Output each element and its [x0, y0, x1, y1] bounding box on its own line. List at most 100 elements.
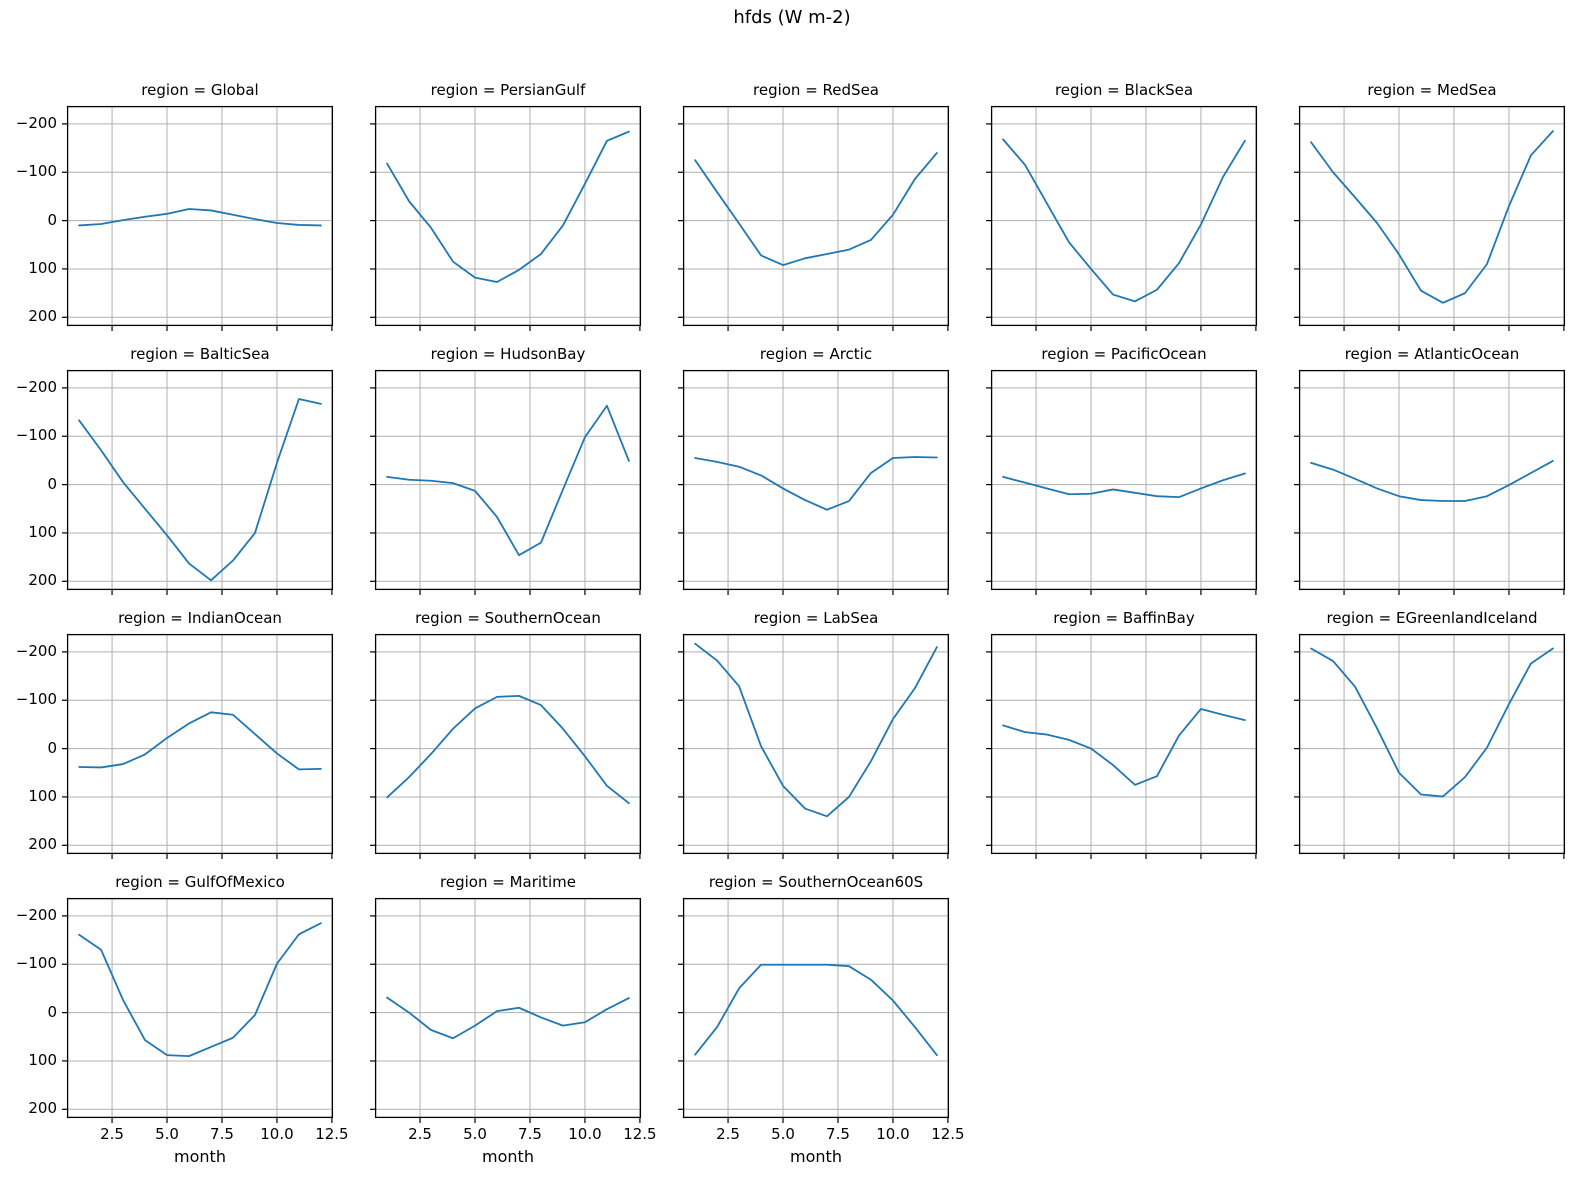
plot-border — [682, 897, 950, 1119]
plot-border — [682, 633, 950, 855]
data-line — [694, 642, 938, 818]
facet-title: region = Global — [141, 81, 259, 99]
y-tick-label: 100 — [28, 522, 57, 541]
data-line — [78, 711, 322, 771]
plot-border — [1298, 369, 1566, 591]
x-tick-label: 12.5 — [931, 1125, 965, 1143]
facet-title: region = IndianOcean — [118, 609, 282, 627]
x-tick-label: 10.0 — [260, 1125, 294, 1143]
facet-plot-RedSea — [678, 105, 950, 331]
plot-border — [66, 105, 334, 327]
facet-plot-PacificOcean — [986, 369, 1258, 595]
figure-title: hfds (W m-2) — [733, 7, 851, 28]
facet-plot-IndianOcean — [62, 633, 334, 859]
facet-title: region = GulfOfMexico — [115, 873, 285, 891]
plot-border — [990, 369, 1258, 591]
x-axis-label: month — [174, 1147, 226, 1166]
facet-plot-HudsonBay — [370, 369, 642, 595]
data-line — [694, 963, 938, 1057]
plot-border — [66, 633, 334, 855]
facet-title: region = BaffinBay — [1053, 609, 1195, 627]
y-tick-label: −200 — [15, 377, 57, 396]
facet-title: region = RedSea — [753, 81, 879, 99]
y-tick-label: 0 — [47, 738, 57, 757]
facet-plot-SouthernOcean — [370, 633, 642, 859]
facet-title: region = MedSea — [1367, 81, 1497, 99]
y-tick-label: 200 — [28, 307, 57, 326]
x-tick-label: 7.5 — [826, 1125, 850, 1143]
x-tick-label: 2.5 — [716, 1125, 740, 1143]
y-tick-label: 0 — [47, 1002, 57, 1021]
facet-plot-Arctic — [678, 369, 950, 595]
data-line — [386, 130, 630, 283]
x-tick-label: 7.5 — [210, 1125, 234, 1143]
facet-plot-LabSea — [678, 633, 950, 859]
facet-title: region = SouthernOcean — [415, 609, 601, 627]
plot-border — [374, 105, 642, 327]
y-tick-label: 100 — [28, 258, 57, 277]
y-tick-label: 0 — [47, 210, 57, 229]
x-tick-label: 7.5 — [518, 1125, 542, 1143]
plot-border — [1298, 105, 1566, 327]
plot-border — [374, 369, 642, 591]
facet-plot-BalticSea — [62, 369, 334, 595]
data-line — [78, 922, 322, 1058]
y-tick-label: −200 — [15, 113, 57, 132]
data-line — [694, 152, 938, 266]
data-line — [1310, 647, 1554, 798]
y-tick-label: −100 — [15, 690, 57, 709]
data-line — [386, 996, 630, 1040]
y-tick-label: 0 — [47, 474, 57, 493]
plot-border — [374, 633, 642, 855]
y-tick-label: 200 — [28, 1099, 57, 1118]
plot-border — [990, 633, 1258, 855]
facet-plot-AtlanticOcean — [1294, 369, 1566, 595]
facet-title: region = Maritime — [440, 873, 576, 891]
y-tick-label: 100 — [28, 1050, 57, 1069]
plot-border — [66, 369, 334, 591]
y-tick-label: −100 — [15, 426, 57, 445]
x-tick-label: 2.5 — [408, 1125, 432, 1143]
data-line — [78, 208, 322, 227]
facet-plot-Maritime — [370, 897, 642, 1123]
y-tick-label: 200 — [28, 571, 57, 590]
data-line — [694, 456, 938, 511]
y-tick-label: −200 — [15, 905, 57, 924]
y-tick-label: 100 — [28, 786, 57, 805]
facet-title: region = BalticSea — [130, 345, 270, 363]
facet-title: region = LabSea — [753, 609, 879, 627]
facet-plot-Global — [62, 105, 334, 331]
facet-title: region = Arctic — [759, 345, 873, 363]
plot-border — [990, 105, 1258, 327]
facet-title: region = PersianGulf — [430, 81, 586, 99]
data-line — [1002, 708, 1246, 786]
data-line — [1310, 130, 1554, 304]
facet-title: region = SouthernOcean60S — [708, 873, 924, 891]
y-tick-label: −100 — [15, 954, 57, 973]
plot-border — [682, 105, 950, 327]
data-line — [78, 398, 322, 582]
data-line — [386, 404, 630, 557]
plot-border — [374, 897, 642, 1119]
data-line — [1002, 138, 1246, 303]
y-tick-label: −100 — [15, 162, 57, 181]
plot-border — [66, 897, 334, 1119]
facet-title: region = HudsonBay — [430, 345, 586, 363]
facet-plot-PersianGulf — [370, 105, 642, 331]
x-tick-label: 10.0 — [876, 1125, 910, 1143]
facet-plot-MedSea — [1294, 105, 1566, 331]
x-tick-label: 5.0 — [155, 1125, 179, 1143]
data-line — [1310, 460, 1554, 502]
plot-border — [682, 369, 950, 591]
x-axis-label: month — [482, 1147, 534, 1166]
facet-plot-BlackSea — [986, 105, 1258, 331]
x-tick-label: 5.0 — [463, 1125, 487, 1143]
x-tick-label: 12.5 — [623, 1125, 657, 1143]
facet-plot-EGreenlandIceland — [1294, 633, 1566, 859]
facet-plot-SouthernOcean60S — [678, 897, 950, 1123]
y-tick-label: −200 — [15, 641, 57, 660]
facet-plot-BaffinBay — [986, 633, 1258, 859]
x-axis-label: month — [790, 1147, 842, 1166]
facet-title: region = PacificOcean — [1041, 345, 1207, 363]
